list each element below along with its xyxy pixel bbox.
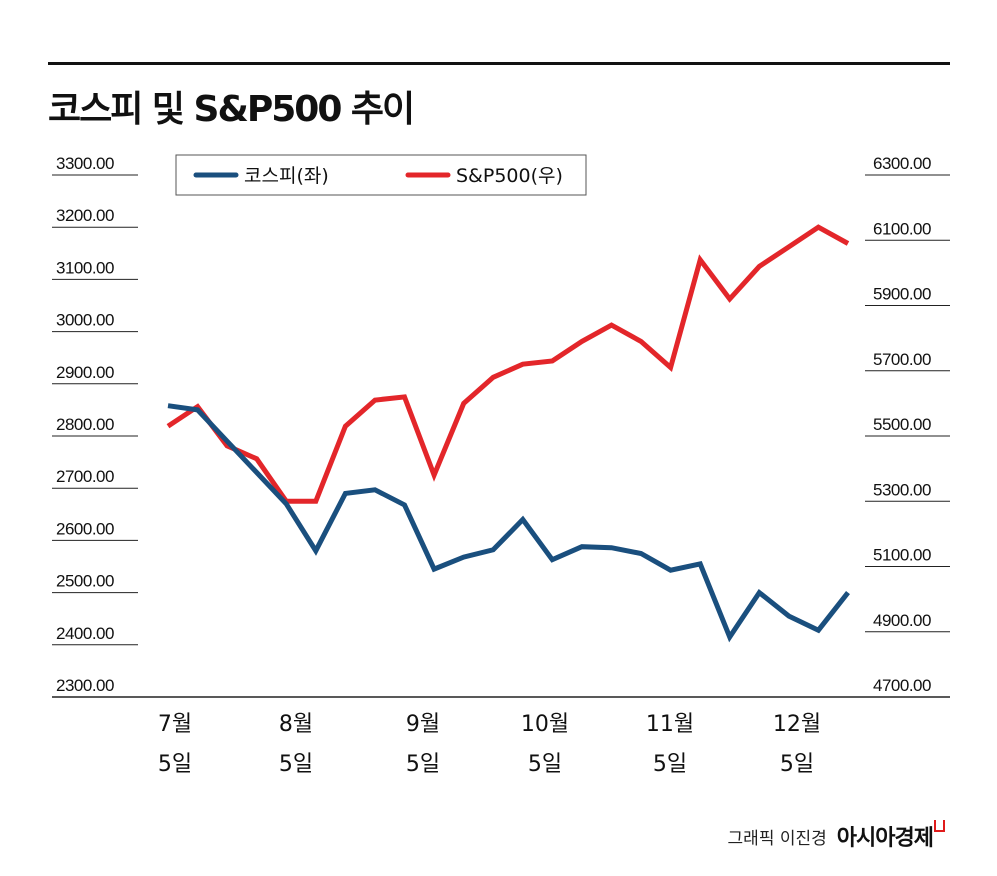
right-tick-label: 5500.00 xyxy=(873,415,931,434)
credit-text: 그래픽 이진경 xyxy=(727,828,827,849)
left-tick-label: 2800.00 xyxy=(56,415,114,434)
series-line-kospi xyxy=(167,403,850,643)
right-tick-label: 6300.00 xyxy=(873,154,931,173)
left-tick-label: 2600.00 xyxy=(56,519,114,538)
x-tick-day: 5일 xyxy=(279,752,313,777)
x-tick-month: 12월 xyxy=(773,712,821,737)
brand-mark-icon xyxy=(934,820,945,832)
x-tick-month: 9월 xyxy=(406,712,440,737)
left-tick-label: 3000.00 xyxy=(56,311,114,330)
legend-label-sp500: S&P500(우) xyxy=(456,165,563,187)
right-axis: 6300.00 6100.00 5900.00 5700.00 5500.00 5300.… xyxy=(865,154,950,698)
brand-name: 아시아경제 xyxy=(836,826,934,851)
right-tick-label: 5700.00 xyxy=(873,350,931,369)
left-tick-label: 2500.00 xyxy=(56,572,114,591)
x-tick-month: 7월 xyxy=(158,712,192,737)
right-tick-label: 5100.00 xyxy=(873,546,931,565)
left-axis: 3300.00 3200.00 3100.00 3000.00 2900.00 2800.… xyxy=(52,154,138,698)
left-tick-label: 3100.00 xyxy=(56,258,114,277)
series-line-sp500 xyxy=(166,224,850,504)
series-lines xyxy=(166,224,850,643)
x-tick-day: 5일 xyxy=(158,752,192,777)
x-tick-month: 8월 xyxy=(279,712,313,737)
left-tick-label: 2400.00 xyxy=(56,624,114,643)
x-tick-day: 5일 xyxy=(653,752,687,777)
x-axis: 7월 5일 8월 5일 9월 5일 10월 5일 11월 5일 12월 5일 xyxy=(158,712,821,777)
left-tick-label: 2300.00 xyxy=(56,676,114,695)
legend-box xyxy=(175,154,587,196)
left-tick-label: 3200.00 xyxy=(56,206,114,225)
right-tick-label: 4700.00 xyxy=(873,676,931,695)
credit: 그래픽 이진경 아시아경제 xyxy=(728,820,945,852)
right-tick-label: 6100.00 xyxy=(873,219,931,238)
title-rule xyxy=(48,62,950,65)
right-tick-label: 4900.00 xyxy=(873,611,931,630)
x-tick-month: 11월 xyxy=(646,712,694,737)
x-tick-day: 5일 xyxy=(406,752,440,777)
left-tick-label: 2900.00 xyxy=(56,363,114,382)
legend-label-kospi: 코스피(좌) xyxy=(244,165,329,187)
x-tick-month: 10월 xyxy=(521,712,569,737)
chart-title: 코스피 및 S&P500 추이 xyxy=(48,89,415,130)
legend: 코스피(좌) S&P500(우) xyxy=(175,154,587,196)
brand-logo: 아시아경제 xyxy=(837,820,945,852)
left-tick-label: 2700.00 xyxy=(56,467,114,486)
x-tick-day: 5일 xyxy=(528,752,562,777)
right-tick-label: 5300.00 xyxy=(873,480,931,499)
right-tick-label: 5900.00 xyxy=(873,285,931,304)
x-tick-day: 5일 xyxy=(780,752,814,777)
left-tick-label: 3300.00 xyxy=(56,154,114,173)
